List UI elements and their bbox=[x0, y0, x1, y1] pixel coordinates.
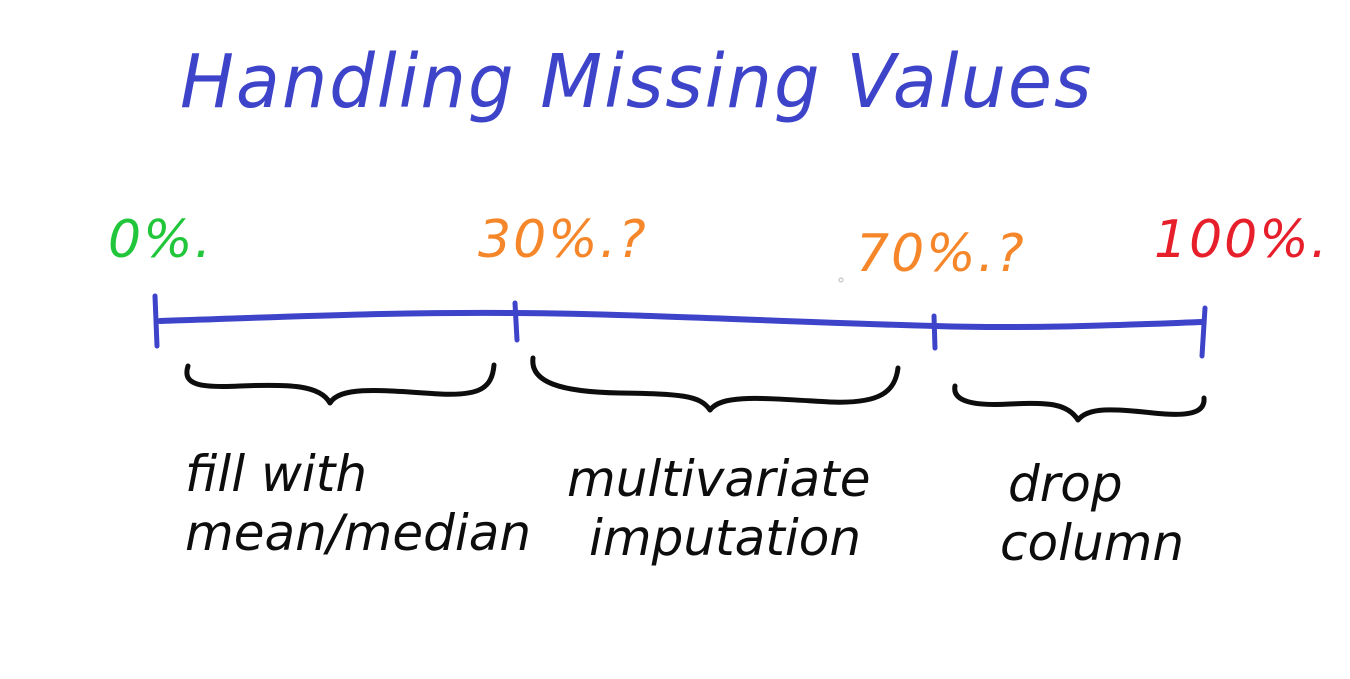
brace-fill bbox=[184, 362, 497, 406]
stray-dot bbox=[838, 277, 844, 283]
tick-100 bbox=[1199, 305, 1208, 359]
range-label-fill-line2: mean/median bbox=[185, 504, 532, 562]
range-label-multivariate-line2: imputation bbox=[589, 509, 862, 567]
range-label-multivariate-line1: multivariate bbox=[567, 450, 871, 508]
marker-label-30: 30%.? bbox=[478, 210, 648, 270]
marker-label-70: 70%.? bbox=[856, 224, 1026, 284]
axis-line bbox=[157, 309, 1205, 331]
range-label-fill: fill with mean/median bbox=[185, 445, 531, 563]
tick-70 bbox=[931, 313, 938, 351]
brace-drop bbox=[952, 383, 1207, 423]
tick-0 bbox=[152, 293, 160, 349]
tick-30 bbox=[512, 300, 520, 343]
brace-multi bbox=[530, 355, 901, 413]
range-label-drop-line1: drop bbox=[1008, 455, 1123, 513]
range-label-multivariate: multivariate imputation bbox=[567, 450, 870, 568]
marker-label-100: 100%. bbox=[1154, 210, 1330, 270]
range-label-drop-line2: column bbox=[1000, 514, 1185, 572]
range-label-drop: drop column bbox=[1000, 455, 1184, 573]
diagram-title: Handling Missing Values bbox=[180, 39, 1094, 125]
range-label-fill-line1: fill with bbox=[185, 445, 368, 503]
marker-label-0: 0%. bbox=[108, 210, 214, 270]
